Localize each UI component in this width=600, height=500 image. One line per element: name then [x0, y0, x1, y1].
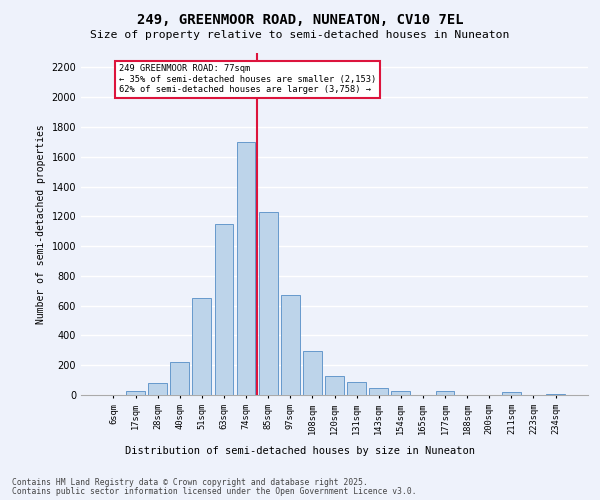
Bar — [546, 394, 565, 395]
Bar — [370, 388, 388, 395]
Bar — [236, 142, 256, 395]
Y-axis label: Number of semi-detached properties: Number of semi-detached properties — [36, 124, 46, 324]
Bar — [391, 390, 410, 395]
Bar — [436, 390, 454, 395]
Bar — [281, 295, 299, 395]
Bar — [148, 383, 167, 395]
Bar — [170, 362, 189, 395]
Text: 249 GREENMOOR ROAD: 77sqm
← 35% of semi-detached houses are smaller (2,153)
62% : 249 GREENMOOR ROAD: 77sqm ← 35% of semi-… — [119, 64, 376, 94]
Text: Contains public sector information licensed under the Open Government Licence v3: Contains public sector information licen… — [12, 487, 416, 496]
Text: Distribution of semi-detached houses by size in Nuneaton: Distribution of semi-detached houses by … — [125, 446, 475, 456]
Text: Contains HM Land Registry data © Crown copyright and database right 2025.: Contains HM Land Registry data © Crown c… — [12, 478, 368, 487]
Bar — [502, 392, 521, 395]
Bar — [193, 298, 211, 395]
Bar — [215, 224, 233, 395]
Text: 249, GREENMOOR ROAD, NUNEATON, CV10 7EL: 249, GREENMOOR ROAD, NUNEATON, CV10 7EL — [137, 12, 463, 26]
Text: Size of property relative to semi-detached houses in Nuneaton: Size of property relative to semi-detach… — [91, 30, 509, 40]
Bar — [259, 212, 278, 395]
Bar — [325, 376, 344, 395]
Bar — [303, 351, 322, 395]
Bar — [126, 392, 145, 395]
Bar — [347, 382, 366, 395]
